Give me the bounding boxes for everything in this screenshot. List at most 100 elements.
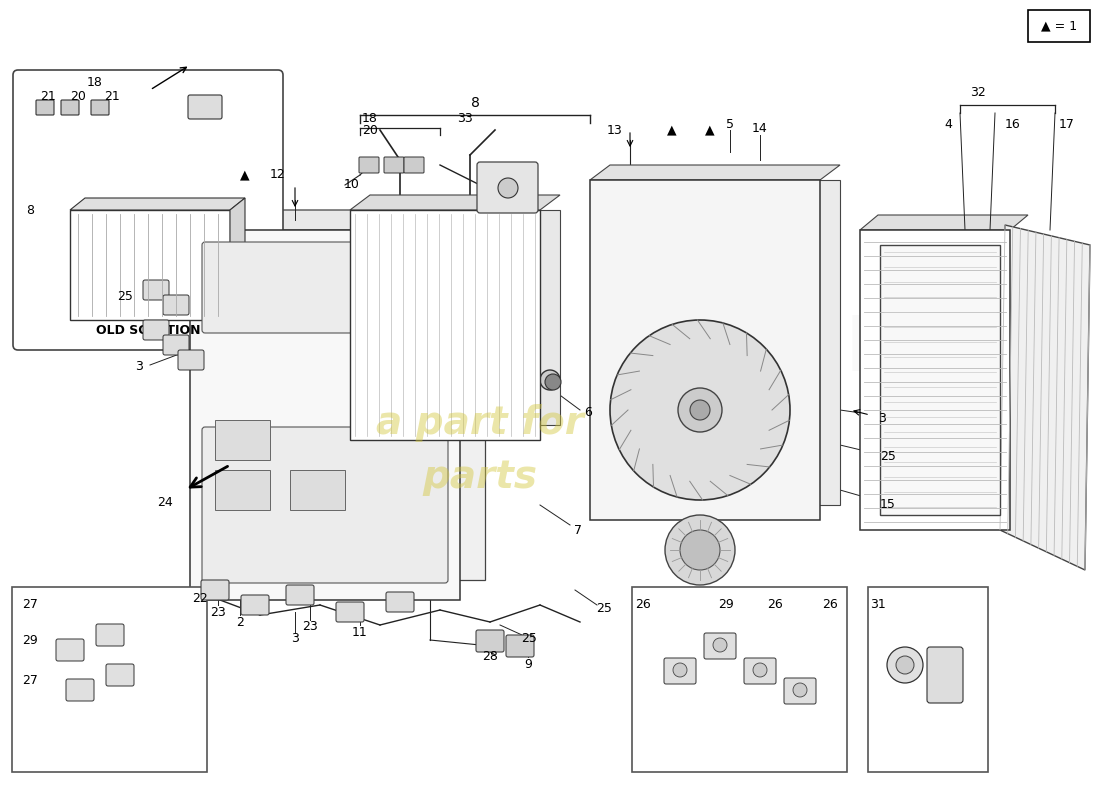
FancyBboxPatch shape: [163, 295, 189, 315]
FancyBboxPatch shape: [404, 157, 424, 173]
Text: 27: 27: [22, 598, 37, 611]
Text: 27: 27: [22, 674, 37, 686]
Text: 9: 9: [524, 658, 532, 670]
Circle shape: [678, 388, 722, 432]
FancyBboxPatch shape: [359, 157, 380, 173]
FancyBboxPatch shape: [178, 350, 204, 370]
FancyBboxPatch shape: [36, 100, 54, 115]
Circle shape: [713, 638, 727, 652]
Text: 17: 17: [1059, 118, 1075, 131]
Circle shape: [673, 663, 688, 677]
Text: 32: 32: [969, 86, 986, 99]
Text: 8: 8: [471, 96, 480, 110]
Text: 6: 6: [584, 406, 592, 418]
FancyBboxPatch shape: [202, 427, 448, 583]
Text: ▲: ▲: [705, 123, 715, 137]
Polygon shape: [70, 198, 245, 210]
Circle shape: [498, 178, 518, 198]
Text: 5: 5: [726, 118, 734, 131]
FancyBboxPatch shape: [744, 658, 775, 684]
Text: 13: 13: [606, 123, 621, 137]
Text: 7: 7: [574, 523, 582, 537]
Text: 2: 2: [236, 615, 244, 629]
Text: 3: 3: [292, 633, 299, 646]
Text: 3: 3: [878, 411, 886, 425]
Bar: [214, 420, 270, 460]
Text: 26: 26: [767, 598, 783, 611]
Bar: [350, 210, 540, 440]
FancyBboxPatch shape: [506, 635, 534, 657]
Text: 4: 4: [944, 118, 952, 131]
Text: 22: 22: [192, 591, 208, 605]
Bar: [868, 587, 988, 772]
Polygon shape: [350, 195, 560, 210]
Bar: [1028, 10, 1090, 42]
Circle shape: [690, 400, 710, 420]
Text: 18: 18: [87, 75, 103, 89]
Bar: [12, 587, 207, 772]
FancyBboxPatch shape: [56, 639, 84, 661]
Polygon shape: [590, 165, 840, 180]
Polygon shape: [370, 210, 560, 425]
Text: 26: 26: [822, 598, 838, 611]
Polygon shape: [610, 180, 840, 505]
FancyBboxPatch shape: [477, 162, 538, 213]
FancyBboxPatch shape: [784, 678, 816, 704]
Text: 21: 21: [104, 90, 120, 103]
Polygon shape: [214, 230, 485, 580]
Bar: [214, 470, 270, 510]
Text: 12: 12: [270, 169, 285, 182]
Text: OLD SOLUTION: OLD SOLUTION: [96, 323, 200, 337]
Text: 33: 33: [458, 111, 473, 125]
Text: ▲: ▲: [668, 123, 676, 137]
Circle shape: [666, 515, 735, 585]
Text: 25: 25: [117, 290, 133, 302]
Circle shape: [754, 663, 767, 677]
Text: 28: 28: [482, 650, 498, 663]
FancyBboxPatch shape: [143, 320, 169, 340]
FancyBboxPatch shape: [188, 95, 222, 119]
Bar: [880, 245, 1000, 515]
FancyBboxPatch shape: [91, 100, 109, 115]
FancyBboxPatch shape: [96, 624, 124, 646]
Text: 23: 23: [302, 621, 318, 634]
Polygon shape: [230, 198, 245, 320]
FancyBboxPatch shape: [66, 679, 94, 701]
Circle shape: [887, 647, 923, 683]
FancyBboxPatch shape: [386, 592, 414, 612]
Polygon shape: [190, 230, 460, 600]
FancyBboxPatch shape: [143, 280, 169, 300]
Text: 15: 15: [880, 498, 895, 511]
Polygon shape: [590, 180, 820, 520]
Polygon shape: [860, 215, 1028, 230]
Text: a part for
parts: a part for parts: [376, 405, 584, 495]
Text: ▲: ▲: [240, 169, 250, 182]
Text: 29: 29: [22, 634, 37, 646]
Circle shape: [610, 320, 790, 500]
Text: 21: 21: [40, 90, 56, 103]
Text: ▲ = 1: ▲ = 1: [1041, 19, 1077, 33]
FancyBboxPatch shape: [106, 664, 134, 686]
Text: 10: 10: [344, 178, 360, 191]
Text: 31: 31: [870, 598, 886, 611]
FancyBboxPatch shape: [476, 630, 504, 652]
FancyBboxPatch shape: [286, 585, 313, 605]
Text: 26: 26: [635, 598, 651, 611]
Text: MASERATI: MASERATI: [603, 313, 1037, 387]
Circle shape: [793, 683, 807, 697]
FancyBboxPatch shape: [664, 658, 696, 684]
Text: 29: 29: [718, 598, 734, 611]
FancyBboxPatch shape: [202, 242, 448, 333]
Circle shape: [680, 530, 720, 570]
Bar: [70, 210, 230, 320]
Text: 25: 25: [596, 602, 612, 614]
Circle shape: [544, 374, 561, 390]
Text: 24: 24: [157, 497, 173, 510]
Text: 20: 20: [362, 123, 378, 137]
Polygon shape: [190, 210, 485, 230]
FancyBboxPatch shape: [336, 602, 364, 622]
FancyBboxPatch shape: [60, 100, 79, 115]
Circle shape: [896, 656, 914, 674]
Bar: [290, 470, 345, 510]
Text: 14: 14: [752, 122, 768, 134]
